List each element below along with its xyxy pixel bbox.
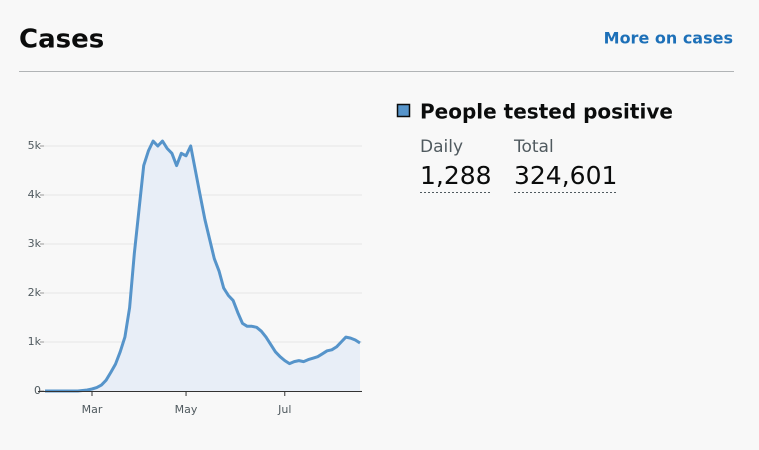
stat-label: Daily (420, 137, 463, 157)
y-tick-label: 5k (28, 139, 42, 152)
y-tick-label: 4k (28, 188, 42, 201)
area (45, 141, 360, 391)
stat-value: 1,288 (420, 161, 492, 190)
x-tick-label: Mar (82, 403, 103, 416)
x-tick-label: Jul (277, 403, 291, 416)
y-tick-label: 2k (28, 286, 42, 299)
y-tick-label: 3k (28, 237, 42, 250)
y-tick-label: 0 (34, 384, 41, 397)
legend-swatch (396, 103, 411, 118)
line (45, 139, 361, 393)
stat-value: 324,601 (514, 161, 617, 190)
x-tick-label: May (175, 403, 198, 416)
y-tick-label: 1k (28, 335, 42, 348)
more-link[interactable]: More on cases (604, 29, 733, 48)
legend-label: People tested positive (420, 100, 673, 124)
stat-label: Total (513, 137, 554, 157)
card-title: Cases (19, 25, 104, 55)
